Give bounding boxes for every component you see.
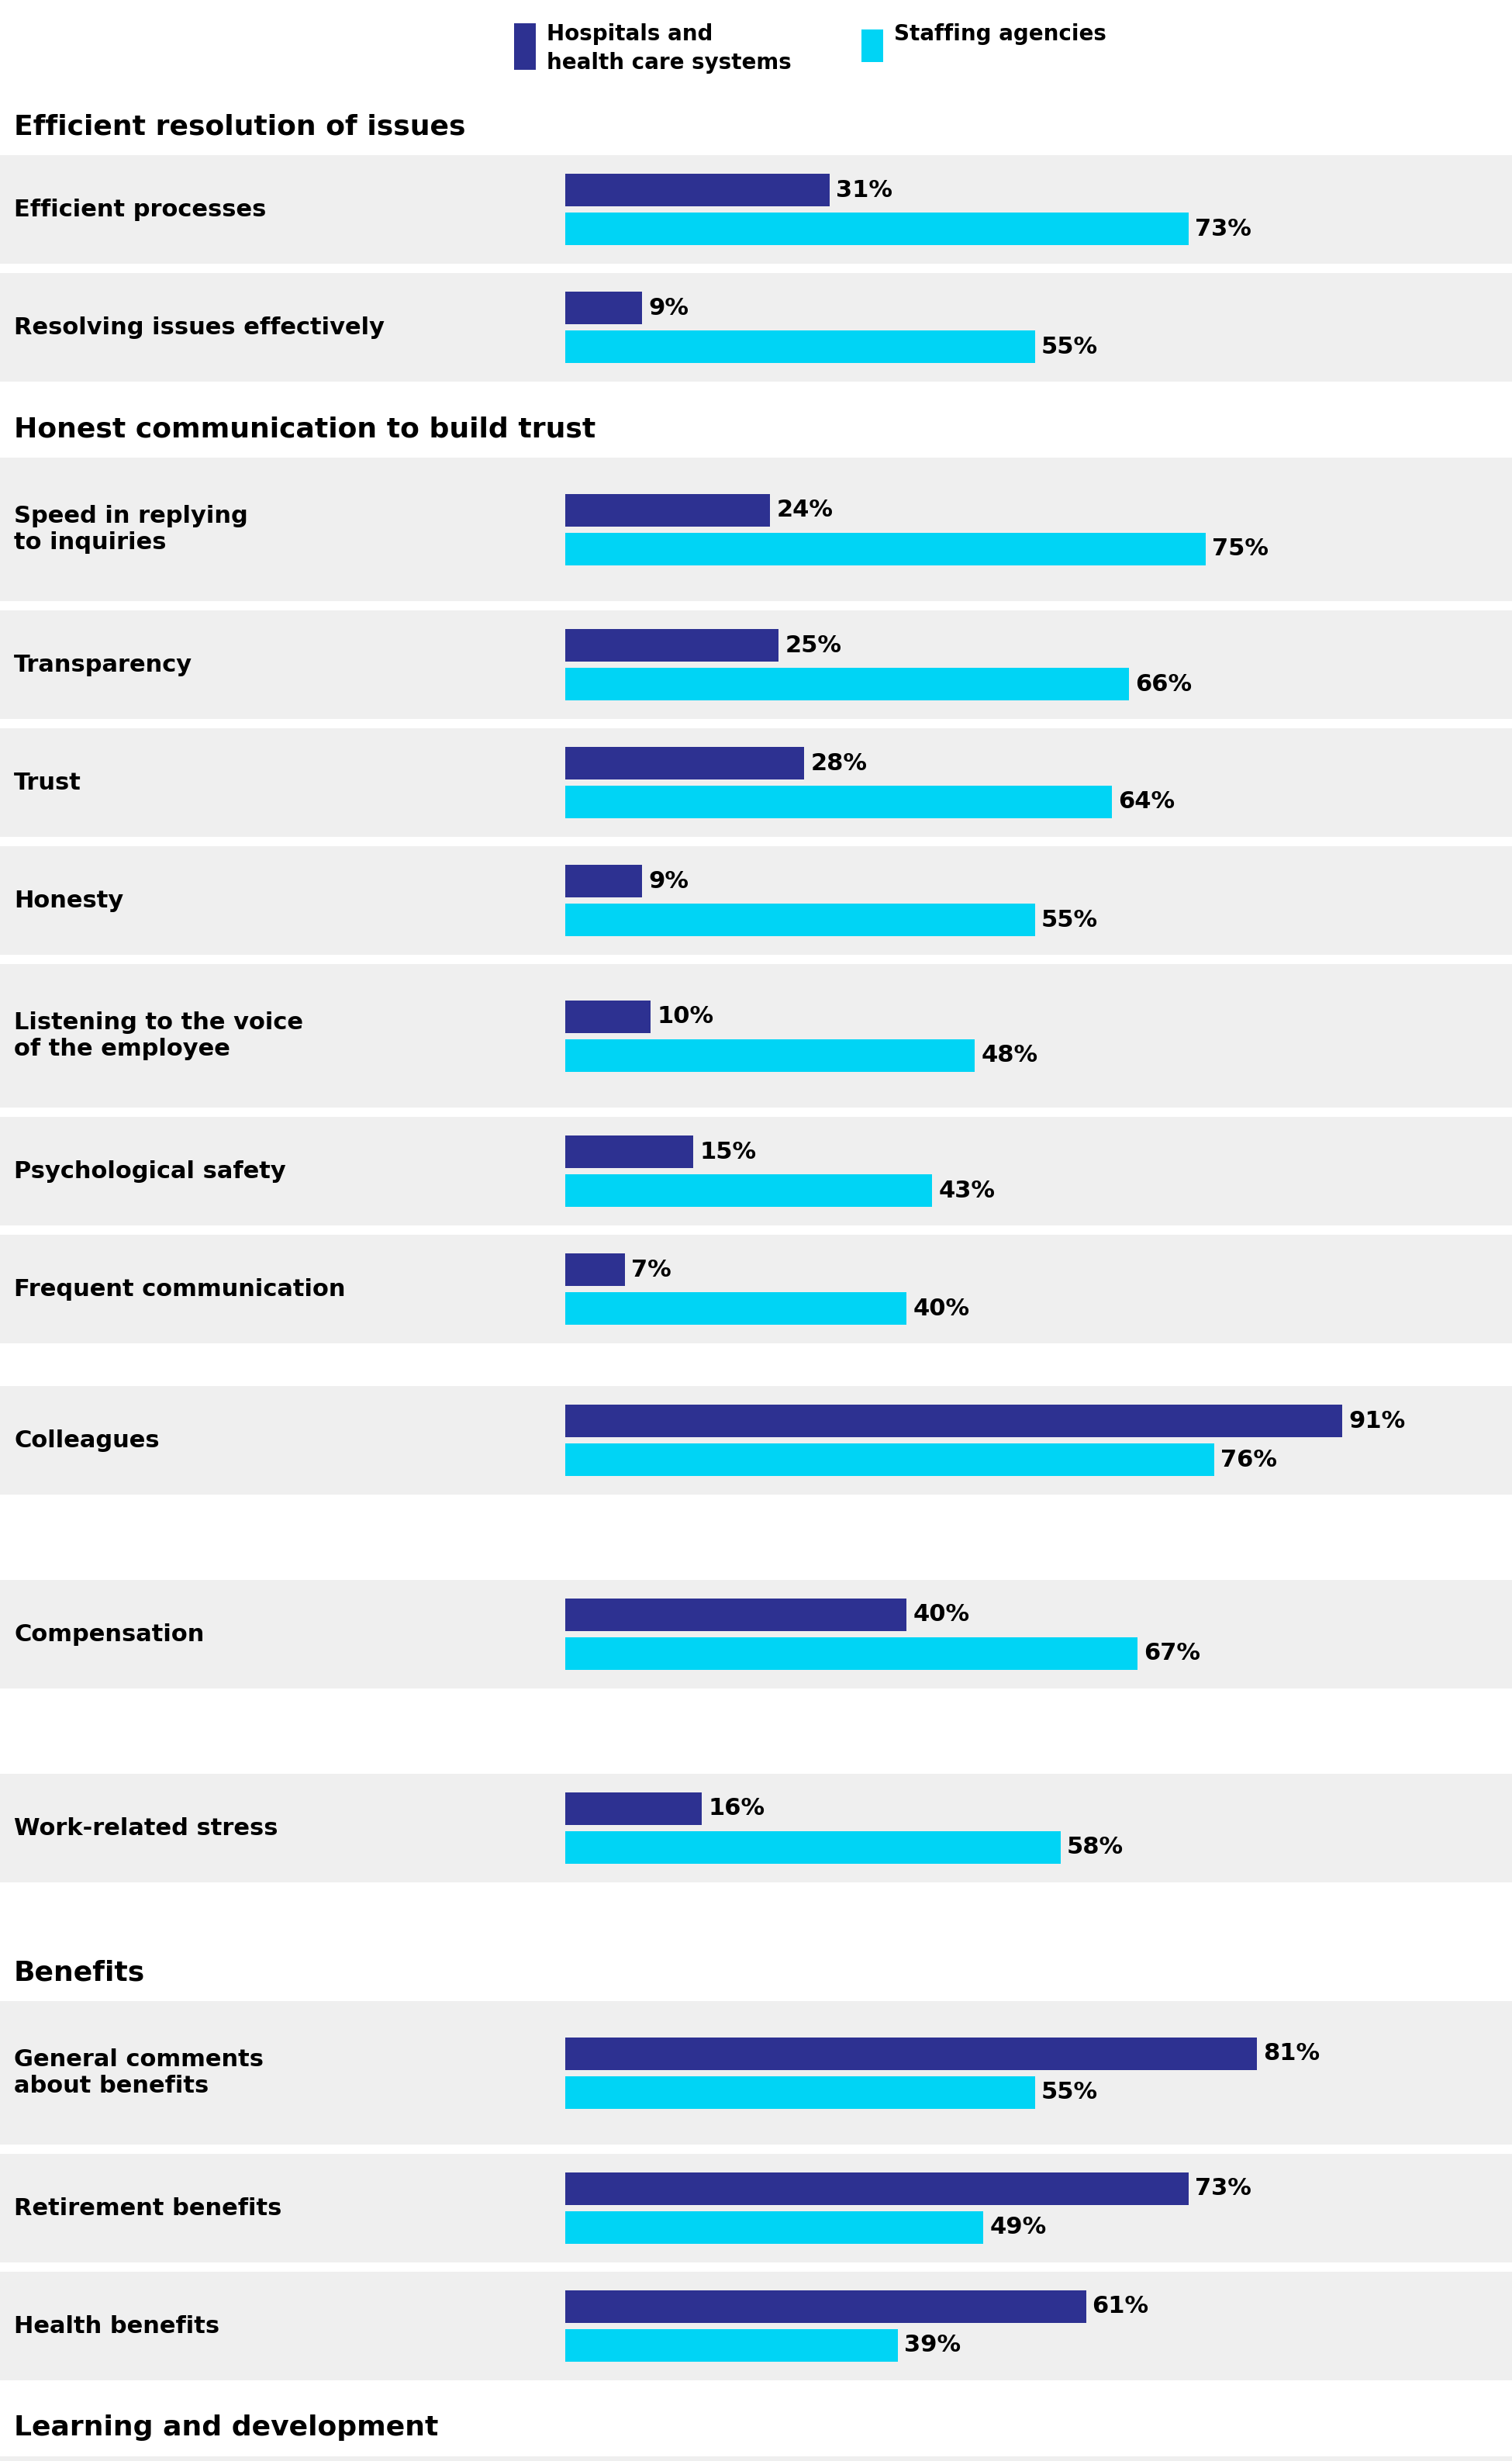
Bar <box>565 2173 1188 2205</box>
Bar <box>565 495 770 527</box>
Bar <box>565 1637 1137 1671</box>
Bar <box>565 2328 898 2363</box>
Text: 10%: 10% <box>656 1004 714 1029</box>
Bar <box>565 630 779 662</box>
Bar <box>565 1039 975 1071</box>
Bar <box>565 1174 933 1206</box>
Text: Honesty: Honesty <box>14 888 124 911</box>
Text: Benefits: Benefits <box>14 1959 145 1986</box>
Bar <box>565 1405 1343 1437</box>
Bar <box>565 1135 694 1169</box>
Text: 55%: 55% <box>1040 2082 1098 2104</box>
Text: 55%: 55% <box>1040 335 1098 357</box>
Bar <box>565 1831 1060 1863</box>
Bar <box>0 1235 1512 1344</box>
Bar <box>0 1117 1512 1226</box>
Text: 49%: 49% <box>990 2217 1046 2240</box>
Bar <box>0 728 1512 837</box>
Bar <box>565 212 1188 246</box>
Bar <box>565 2291 1086 2323</box>
Bar <box>0 155 1512 263</box>
Bar <box>565 864 643 898</box>
Text: Learning and development: Learning and development <box>14 2414 438 2441</box>
Bar <box>565 2038 1256 2070</box>
Bar <box>565 1600 907 1632</box>
Bar <box>0 2456 1512 2461</box>
Bar <box>565 1292 907 1324</box>
Text: Efficient resolution of issues: Efficient resolution of issues <box>14 113 466 140</box>
Text: Transparency: Transparency <box>14 655 192 677</box>
Bar <box>0 847 1512 955</box>
Text: 15%: 15% <box>700 1139 756 1164</box>
Bar <box>565 999 650 1034</box>
Text: 58%: 58% <box>1066 1836 1123 1858</box>
Text: 73%: 73% <box>1194 217 1250 241</box>
Bar <box>0 1774 1512 1883</box>
Bar <box>565 746 804 780</box>
Bar <box>565 667 1128 701</box>
Bar <box>0 1386 1512 1494</box>
Text: General comments
about benefits: General comments about benefits <box>14 2048 263 2097</box>
Text: 75%: 75% <box>1211 536 1269 561</box>
Bar <box>565 532 1205 566</box>
Text: 16%: 16% <box>708 1797 765 1821</box>
Bar <box>0 2001 1512 2144</box>
Text: 31%: 31% <box>836 180 892 202</box>
Bar <box>565 1253 624 1287</box>
Bar <box>565 290 643 325</box>
Text: Hospitals and
health care systems: Hospitals and health care systems <box>547 22 791 74</box>
Text: 24%: 24% <box>776 500 833 522</box>
Bar <box>862 30 883 62</box>
Text: 64%: 64% <box>1117 790 1175 812</box>
Bar <box>565 785 1111 817</box>
Text: 40%: 40% <box>913 1605 969 1627</box>
Bar <box>0 2272 1512 2380</box>
Text: Compensation: Compensation <box>14 1622 204 1646</box>
Text: Staffing agencies: Staffing agencies <box>894 22 1107 44</box>
Text: 67%: 67% <box>1143 1641 1201 1664</box>
Bar <box>565 330 1034 362</box>
Bar <box>565 903 1034 935</box>
Text: Health benefits: Health benefits <box>14 2316 219 2338</box>
Bar <box>0 610 1512 719</box>
Bar <box>0 273 1512 381</box>
Bar <box>0 1580 1512 1688</box>
Bar <box>565 1445 1214 1477</box>
Text: 61%: 61% <box>1092 2296 1149 2318</box>
Text: Trust: Trust <box>14 770 82 795</box>
Text: 9%: 9% <box>649 869 688 893</box>
Text: 91%: 91% <box>1349 1410 1405 1432</box>
Text: 9%: 9% <box>649 298 688 320</box>
Bar <box>0 458 1512 600</box>
Text: Efficient processes: Efficient processes <box>14 199 266 221</box>
Bar <box>565 2077 1034 2109</box>
Bar <box>514 22 535 69</box>
Text: 55%: 55% <box>1040 908 1098 930</box>
Bar <box>565 2212 984 2244</box>
Text: 7%: 7% <box>631 1258 671 1280</box>
Text: Work-related stress: Work-related stress <box>14 1816 278 1838</box>
Text: Listening to the voice
of the employee: Listening to the voice of the employee <box>14 1011 304 1061</box>
Bar <box>0 965 1512 1107</box>
Text: 81%: 81% <box>1263 2043 1320 2065</box>
Text: 28%: 28% <box>810 753 866 775</box>
Text: 40%: 40% <box>913 1297 969 1319</box>
Text: 48%: 48% <box>981 1043 1037 1066</box>
Text: 43%: 43% <box>939 1179 995 1201</box>
Text: 73%: 73% <box>1194 2178 1250 2200</box>
Text: Resolving issues effectively: Resolving issues effectively <box>14 315 384 340</box>
Bar <box>565 1792 702 1826</box>
Text: Honest communication to build trust: Honest communication to build trust <box>14 416 596 443</box>
Text: Frequent communication: Frequent communication <box>14 1277 345 1299</box>
Text: Retirement benefits: Retirement benefits <box>14 2198 281 2220</box>
Text: 66%: 66% <box>1136 672 1191 696</box>
Text: Colleagues: Colleagues <box>14 1430 159 1452</box>
Bar <box>565 175 830 207</box>
Bar <box>0 2153 1512 2262</box>
Text: Psychological safety: Psychological safety <box>14 1159 286 1181</box>
Text: 76%: 76% <box>1220 1450 1276 1472</box>
Text: Speed in replying
to inquiries: Speed in replying to inquiries <box>14 505 248 554</box>
Text: 39%: 39% <box>904 2333 962 2358</box>
Text: 25%: 25% <box>785 635 842 657</box>
